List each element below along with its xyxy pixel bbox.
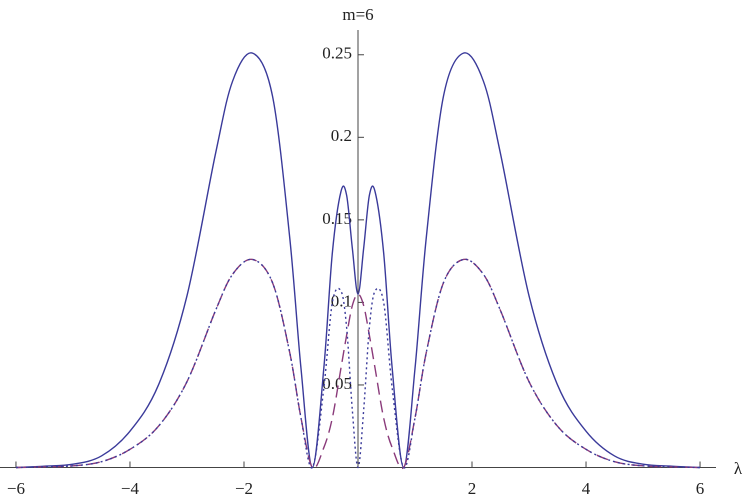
x-tick-label: −4 [121, 479, 140, 498]
chart-title: m=6 [342, 5, 373, 24]
x-axis-label: λ [734, 459, 743, 478]
y-tick-label: 0.25 [322, 44, 352, 63]
x-tick-label: 4 [582, 479, 591, 498]
y-tick-label: 0.1 [331, 291, 352, 310]
y-tick-label: 0.2 [331, 126, 352, 145]
y-tick-label: 0.05 [322, 374, 352, 393]
x-tick-label: 6 [696, 479, 705, 498]
series-line [15, 258, 701, 469]
x-tick-label: −6 [7, 479, 25, 498]
x-tick-label: 2 [468, 479, 477, 498]
x-tick-label: −2 [235, 479, 253, 498]
series-line [15, 52, 701, 469]
y-tick-label: 0.15 [322, 209, 352, 228]
